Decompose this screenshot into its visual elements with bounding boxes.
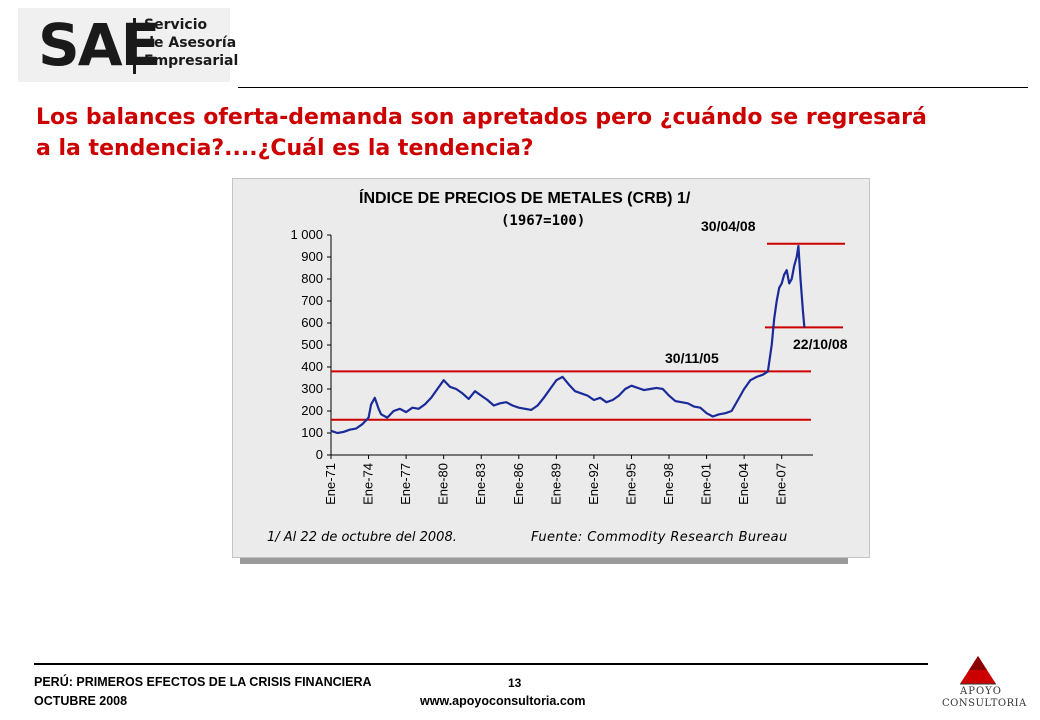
- footer-divider: [34, 663, 928, 665]
- sae-logo-subtitle: Servicio de Asesoría Empresarial: [144, 16, 238, 70]
- x-tick-label: Ene-83: [473, 463, 488, 505]
- y-tick-label: 200: [301, 403, 323, 418]
- chart-axes: [330, 235, 813, 456]
- x-axis-ticks: Ene-71 Ene-74 Ene-77 Ene-80 Ene-83 Ene-86 Ene-…: [323, 455, 789, 505]
- y-tick-label: 400: [301, 359, 323, 374]
- sae-logo: SAE Servicio de Asesoría Empresarial: [18, 8, 238, 82]
- sae-logo-line2: de Asesoría: [144, 35, 237, 51]
- header-divider: [238, 87, 1028, 88]
- apoyo-logo-line2: CONSULTORIA: [942, 698, 1027, 709]
- y-tick-label: 700: [301, 293, 323, 308]
- x-tick-label: Ene-80: [436, 463, 451, 505]
- chart-panel: ÍNDICE DE PRECIOS DE METALES (CRB) 1/ (1…: [232, 178, 870, 558]
- sae-logo-line1: Servicio: [144, 17, 208, 33]
- slide-title: Los balances oferta-demanda son apretado…: [36, 102, 1016, 164]
- x-tick-label: Ene-04: [736, 463, 751, 505]
- footer-report-date: OCTUBRE 2008: [34, 694, 128, 708]
- x-tick-label: Ene-89: [548, 463, 563, 505]
- sae-logo-line3: Empresarial: [144, 53, 239, 69]
- x-tick-label: Ene-77: [398, 463, 413, 505]
- chart-footnote: 1/ Al 22 de octubre del 2008.: [267, 530, 457, 545]
- x-tick-label: Ene-95: [623, 463, 638, 505]
- footer-report-title: PERÚ: PRIMEROS EFECTOS DE LA CRISIS FINA…: [34, 675, 372, 689]
- y-tick-label: 600: [301, 315, 323, 330]
- slide-title-line1: Los balances oferta-demanda son apretado…: [36, 105, 927, 130]
- x-tick-label: Ene-07: [774, 463, 789, 505]
- metal-price-chart: ÍNDICE DE PRECIOS DE METALES (CRB) 1/ (1…: [267, 188, 848, 545]
- y-tick-label: 100: [301, 425, 323, 440]
- slide-title-line2: a la tendencia?....¿Cuál es la tendencia…: [36, 136, 534, 161]
- x-tick-label: Ene-92: [586, 463, 601, 505]
- reference-labels: 30/11/05 30/04/08 22/10/08: [665, 218, 848, 366]
- y-tick-label: 500: [301, 337, 323, 352]
- apoyo-logo: APOYO CONSULTORIA: [936, 654, 1026, 714]
- y-axis-ticks: 0 100 200 300 400 500 600 700 800 900 1 000: [290, 227, 331, 462]
- y-tick-label: 800: [301, 271, 323, 286]
- apoyo-pyramid-icon: [960, 656, 996, 685]
- footer-url[interactable]: www.apoyoconsultoria.com: [420, 694, 586, 708]
- chart-source: Fuente: Commodity Research Bureau: [531, 530, 788, 545]
- sae-logo-brand: SAE: [38, 11, 160, 79]
- y-tick-label: 0: [316, 447, 323, 462]
- reference-lines: [331, 242, 845, 421]
- x-tick-label: Ene-71: [323, 463, 338, 505]
- x-tick-label: Ene-86: [511, 463, 526, 505]
- reference-label: 22/10/08: [793, 336, 848, 352]
- reference-label: 30/04/08: [701, 218, 756, 234]
- apoyo-logo-line1: APOYO: [960, 686, 1002, 697]
- y-tick-label: 300: [301, 381, 323, 396]
- x-tick-label: Ene-74: [361, 463, 376, 505]
- reference-label: 30/11/05: [665, 350, 719, 366]
- y-tick-label: 900: [301, 249, 323, 264]
- page-number: 13: [508, 676, 522, 690]
- sae-logo-divider: [133, 18, 136, 74]
- chart-title: ÍNDICE DE PRECIOS DE METALES (CRB) 1/: [359, 188, 691, 207]
- footer-report-info: PERÚ: PRIMEROS EFECTOS DE LA CRISIS FINA…: [34, 673, 372, 711]
- x-tick-label: Ene-98: [661, 463, 676, 505]
- y-tick-label: 1 000: [290, 227, 323, 242]
- x-tick-label: Ene-01: [699, 463, 714, 505]
- crb-index-line: [330, 244, 806, 435]
- chart-subtitle: (1967=100): [501, 213, 585, 229]
